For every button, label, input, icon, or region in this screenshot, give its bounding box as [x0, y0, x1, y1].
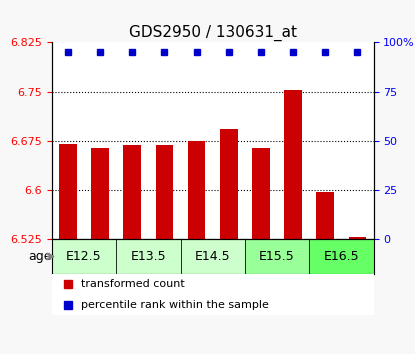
Bar — [284, 90, 302, 239]
Bar — [252, 148, 270, 239]
Bar — [156, 144, 173, 239]
Text: age: age — [28, 250, 52, 263]
Title: GDS2950 / 130631_at: GDS2950 / 130631_at — [129, 25, 297, 41]
Text: E14.5: E14.5 — [195, 250, 230, 263]
Bar — [349, 238, 366, 239]
Text: E12.5: E12.5 — [66, 250, 102, 263]
Bar — [52, 239, 116, 274]
Bar — [116, 239, 181, 274]
Text: E16.5: E16.5 — [324, 250, 359, 263]
Bar — [181, 239, 245, 274]
Text: E13.5: E13.5 — [131, 250, 166, 263]
Bar — [188, 141, 205, 239]
Bar — [59, 144, 77, 239]
Text: percentile rank within the sample: percentile rank within the sample — [81, 300, 269, 310]
Bar — [220, 129, 238, 239]
Bar — [309, 239, 374, 274]
Bar — [91, 148, 109, 239]
Text: transformed count: transformed count — [81, 279, 185, 289]
Text: E15.5: E15.5 — [259, 250, 295, 263]
Bar — [316, 192, 334, 239]
Bar — [245, 239, 309, 274]
Bar — [123, 145, 141, 239]
